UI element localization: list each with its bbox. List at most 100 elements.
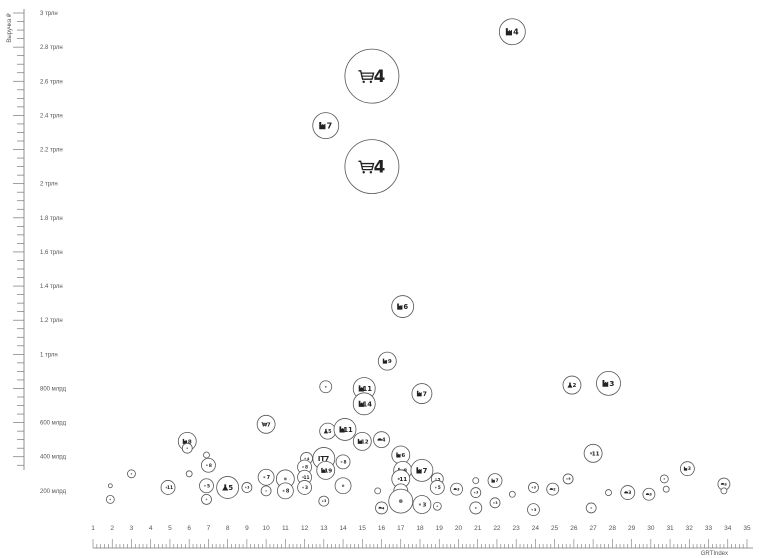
data-point: 3 (528, 482, 539, 493)
data-point: 7 (312, 112, 340, 140)
x-tick-label: 4 (149, 525, 153, 532)
x-tick-label: 17 (397, 525, 405, 532)
industry-icon (182, 438, 188, 444)
bubble-label: 8 (286, 489, 290, 495)
dot-icon (341, 484, 345, 488)
dot-icon (304, 457, 306, 460)
y-tick-label: 3 трлн (40, 11, 58, 17)
x-tick-label: 9 (245, 525, 249, 532)
x-tick-label: 24 (532, 525, 540, 532)
dot-icon (531, 486, 534, 489)
data-point: 14 (352, 392, 376, 416)
bubble-label: 4 (513, 28, 519, 37)
industry-icon (602, 379, 609, 387)
bubble-label: 7 (495, 478, 498, 484)
dot-icon (130, 473, 133, 475)
bubble-label: 3 (688, 466, 691, 472)
bubble-label: 3 (534, 486, 536, 490)
dot-icon (109, 498, 112, 501)
bubble-label: 4 (382, 437, 386, 443)
bubble (160, 480, 176, 495)
data-point: 7 (256, 414, 276, 434)
y-tick-label: 1.6 трлн (40, 250, 63, 256)
bubble-label: 11 (167, 485, 173, 491)
bubble (412, 495, 432, 514)
x-tick-label: 7 (207, 525, 211, 532)
data-point: 8 (201, 457, 216, 473)
bubble (216, 476, 240, 499)
data-point: 19 (316, 460, 336, 480)
data-point: 8 (276, 482, 294, 500)
dot-icon (493, 502, 495, 504)
x-tick-label: 6 (187, 525, 191, 532)
bubble (662, 485, 670, 493)
bubble-label: 11 (399, 477, 407, 483)
data-point: 7 (487, 473, 503, 489)
bubble-label: 8 (305, 465, 308, 471)
data-point: 3 (642, 487, 656, 501)
dot-icon (263, 476, 266, 479)
bubble-label: 7 (267, 422, 271, 428)
bubble-label: 3 (476, 491, 478, 495)
bubble-label: 5 (228, 484, 233, 492)
industry-icon (358, 400, 364, 407)
data-point (388, 488, 414, 514)
y-tick-label: 800 млрд (40, 386, 67, 392)
car-icon (377, 438, 383, 441)
bubble-label: 7 (267, 475, 271, 481)
bubble-label: 19 (324, 468, 332, 474)
flask-icon (323, 428, 329, 434)
bubble (203, 451, 210, 459)
bubble-label: 11 (304, 475, 310, 481)
data-point: 2 (546, 482, 560, 496)
data-point: 3 (450, 482, 463, 496)
data-point (662, 485, 670, 493)
data-point: 4 (373, 431, 390, 449)
bubble-label: 2 (553, 487, 556, 491)
dot-icon (436, 505, 439, 508)
dot-icon (474, 506, 477, 509)
bubble (720, 487, 728, 495)
y-tick-label: 2 трлн (40, 182, 58, 188)
bubble-label: 4 (382, 506, 385, 510)
bubble-label: 3 (724, 482, 727, 486)
industry-icon (683, 466, 688, 471)
x-tick-label: 12 (301, 525, 309, 532)
bubble-label: 6 (401, 453, 405, 459)
bubble-label: 3 (305, 485, 308, 491)
data-point (472, 477, 480, 485)
data-point: 11 (391, 469, 411, 489)
dot-icon (321, 500, 324, 502)
industry-icon (397, 303, 403, 310)
bubble (527, 503, 540, 517)
x-tick-label: 10 (263, 525, 271, 532)
x-tick-label: 5 (168, 525, 172, 532)
data-point: 9 (377, 351, 397, 371)
x-tick-label: 3 (130, 525, 134, 532)
data-point (127, 469, 136, 479)
bubble (352, 431, 372, 451)
dot-icon (397, 477, 400, 481)
data-point: 5 (319, 422, 337, 440)
dot-icon (590, 507, 592, 509)
data-point: 4 (375, 501, 388, 515)
y-tick-label: 1.8 трлн (40, 216, 63, 222)
dot-icon (283, 477, 287, 481)
flask-icon (567, 382, 573, 388)
bubble-label: 3 (628, 490, 631, 496)
data-point (469, 501, 483, 515)
bubble-label: 5 (207, 483, 210, 489)
data-point: 5 (429, 480, 445, 495)
x-tick-label: 11 (282, 525, 289, 532)
x-tick-label: 18 (416, 525, 424, 532)
data-point: 12 (352, 431, 372, 451)
data-point: 11 (160, 480, 176, 495)
x-axis: 1 2 3 4 5 6 7 8 9 10 11 12 13 14 15 16 17 18 19 20 21 22 23 24 2… (91, 525, 753, 549)
cart-icon (261, 422, 268, 427)
bubble (297, 480, 312, 495)
car-icon (378, 506, 382, 509)
dot-icon (398, 499, 403, 503)
x-tick-label: 33 (705, 525, 713, 532)
data-point: 3 (620, 485, 636, 500)
bubble (377, 351, 397, 371)
